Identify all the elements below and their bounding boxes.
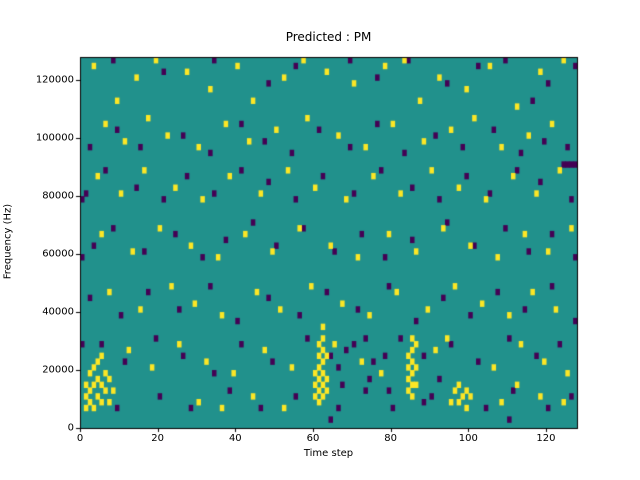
x-tick-label: 20 (151, 433, 165, 444)
x-tick-label: 100 (458, 433, 478, 444)
y-tick-label: 80000 (42, 190, 74, 202)
y-tick-label: 100000 (35, 132, 74, 144)
x-tick-label: 60 (306, 433, 320, 444)
x-axis-label: Time step (303, 448, 354, 459)
x-tick-label: 80 (384, 433, 397, 444)
y-tick-label: 0 (67, 422, 74, 434)
x-tick-label: 120 (536, 433, 556, 444)
chart-title: Predicted : PM (285, 30, 372, 44)
x-tick-label: 0 (76, 433, 84, 444)
y-tick-label: 40000 (42, 306, 74, 318)
y-tick-label: 60000 (42, 248, 74, 260)
y-axis-label: Frequency (Hz) (2, 203, 14, 280)
x-tick-label: 40 (228, 433, 242, 444)
y-tick-label: 20000 (42, 364, 74, 376)
y-tick-label: 120000 (35, 74, 74, 86)
